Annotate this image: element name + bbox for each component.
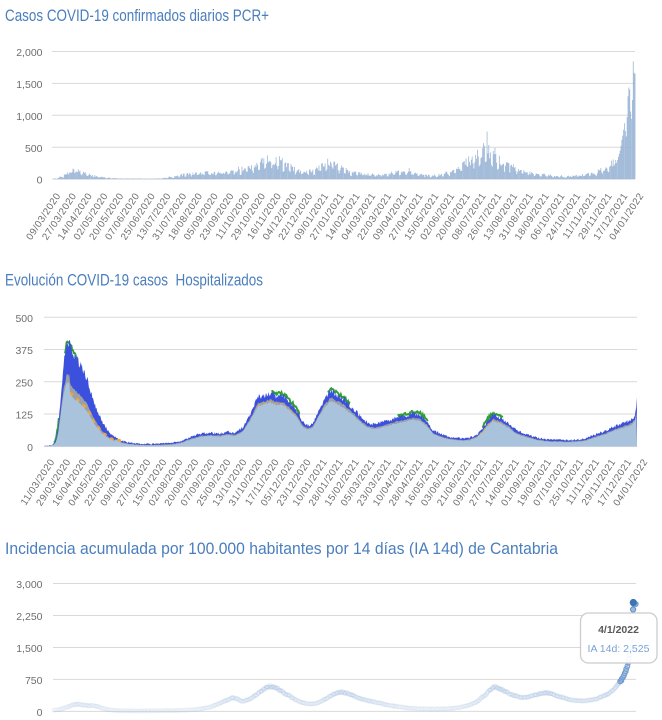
svg-text:0: 0: [27, 442, 33, 454]
svg-text:500: 500: [25, 143, 43, 155]
svg-text:3,000: 3,000: [16, 579, 42, 591]
svg-text:Incidencia acumulada por 100.0: Incidencia acumulada por 100.000 habitan…: [5, 540, 559, 558]
svg-text:1,000: 1,000: [16, 111, 42, 123]
svg-text:500: 500: [15, 313, 33, 325]
svg-text:1,500: 1,500: [16, 643, 42, 655]
svg-text:0: 0: [37, 175, 43, 187]
svg-text:750: 750: [25, 675, 43, 687]
svg-text:4/1/2022: 4/1/2022: [598, 624, 639, 636]
svg-text:375: 375: [15, 345, 33, 357]
svg-text:IA 14d: 2,525: IA 14d: 2,525: [588, 643, 650, 655]
svg-text:2,000: 2,000: [16, 47, 42, 59]
svg-text:2,250: 2,250: [16, 611, 42, 623]
svg-text:Evolución COVID-19 casos Hosp: Evolución COVID-19 casos Hospitalizados: [5, 272, 263, 290]
svg-text:0: 0: [37, 707, 43, 719]
svg-text:125: 125: [15, 410, 33, 422]
svg-text:250: 250: [15, 377, 33, 389]
svg-text:Casos COVID-19 confirmados dia: Casos COVID-19 confirmados diarios PCR+: [5, 7, 269, 25]
svg-text:1,500: 1,500: [16, 79, 42, 91]
